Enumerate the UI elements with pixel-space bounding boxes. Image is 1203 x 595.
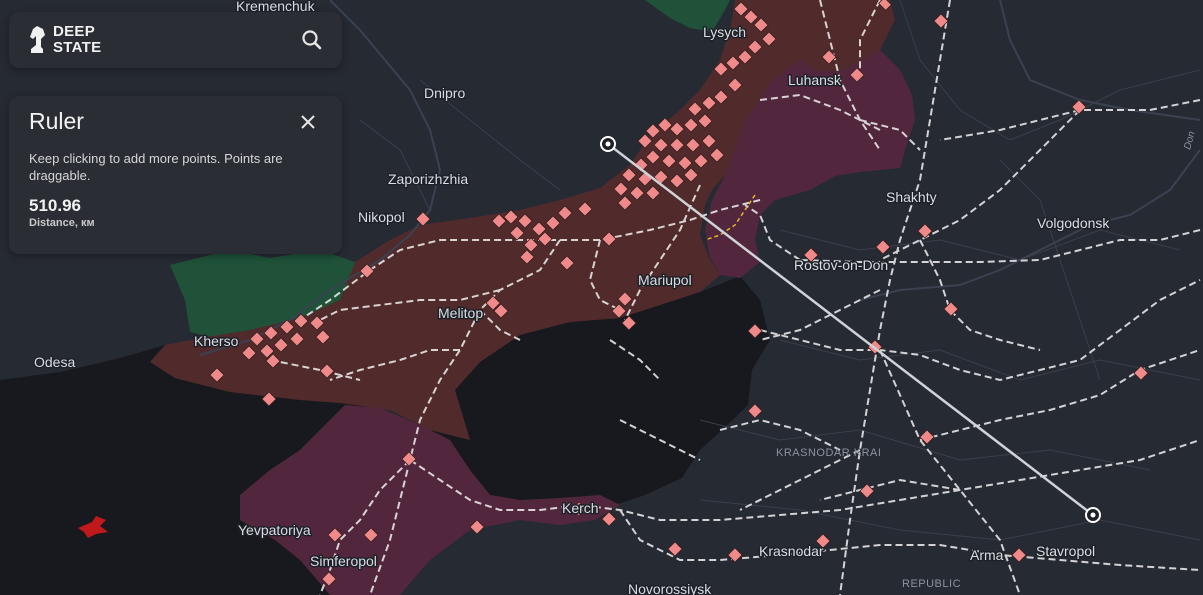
sea-of-azov — [470, 290, 760, 494]
city-label-nikopol: Nikopol — [358, 209, 405, 225]
city-label-luhansk: Luhansk — [788, 72, 842, 88]
occupied-area-pre2022-crimea — [240, 405, 620, 595]
search-button[interactable] — [298, 26, 326, 54]
logo-text: DEEP STATE — [53, 24, 101, 56]
ruler-distance-label: Distance, км — [29, 217, 95, 229]
city-label-yevpatoriya: Yevpatoriya — [238, 522, 311, 538]
ruler-start-dot — [605, 141, 611, 147]
railways — [269, 0, 1201, 595]
city-label-krasnodar: Krasnodar — [759, 543, 824, 559]
city-label-dnipro: Dnipro — [424, 85, 465, 101]
city-label-kremenchuk: Kremenchuk — [236, 0, 316, 14]
city-label-melitopol: Melitop — [438, 305, 483, 321]
ruler-hint: Keep clicking to add more points. Points… — [29, 151, 283, 183]
close-icon — [301, 115, 315, 129]
ruler-title: Ruler — [29, 108, 84, 134]
city-label-armavir: Arma — [970, 547, 1004, 563]
region-label-krasnodar-krai: KRASNODAR KRAI — [776, 447, 881, 459]
city-label-kherson: Kherso — [194, 333, 239, 349]
deepstate-logo[interactable]: DEEP STATE — [27, 24, 101, 56]
ruler-end-dot — [1090, 512, 1096, 518]
markers-cluster-south — [209, 201, 637, 587]
rivers — [199, 0, 1201, 356]
ruler-distance-value: 510.96 — [29, 196, 81, 215]
ruler-line — [607, 143, 1094, 516]
liberated-area-north — [645, 0, 730, 32]
city-label-lysych: Lysych — [703, 24, 746, 40]
city-label-volgodonsk: Volgodonsk — [1037, 215, 1110, 231]
markers-cluster-north — [613, 0, 892, 211]
app-header: DEEP STATE — [9, 12, 342, 68]
occupied-area-pre2022-donbas — [705, 50, 915, 278]
city-label-shakhty: Shakhty — [886, 189, 937, 205]
region-label-republic: REPUBLIC — [902, 578, 961, 590]
knight-icon — [30, 26, 45, 53]
city-label-zaporizhzhia: Zaporizhzhia — [388, 171, 468, 187]
river-label-don: Don — [1182, 130, 1197, 151]
ruler-measurement[interactable] — [600, 136, 1101, 523]
ruler-close-button[interactable] — [298, 112, 318, 132]
city-label-novorossiysk: Novorossiysk — [628, 581, 712, 595]
front-line-highlight — [704, 194, 756, 241]
conflict-markers[interactable] — [209, 0, 1149, 587]
bird-icon — [78, 516, 108, 538]
city-label-rostov: Rostov-on-Don — [794, 257, 888, 273]
logo-line1: DEEP — [53, 23, 96, 40]
city-label-simferopol: Simferopol — [310, 553, 377, 569]
ruler-panel: Ruler Keep clicking to add more points. … — [9, 96, 342, 254]
admin-borders — [359, 0, 1201, 541]
city-label-mariupol: Mariupol — [638, 272, 692, 288]
logo-line2: STATE — [53, 39, 102, 56]
search-icon — [302, 30, 322, 50]
city-label-odesa: Odesa — [34, 354, 75, 370]
city-label-stavropol: Stavropol — [1036, 543, 1095, 559]
city-label-kerch: Kerch — [562, 500, 599, 516]
city-labels: Kremenchuk Lysych Luhansk Dnipro Zaporiz… — [33, 0, 1198, 595]
